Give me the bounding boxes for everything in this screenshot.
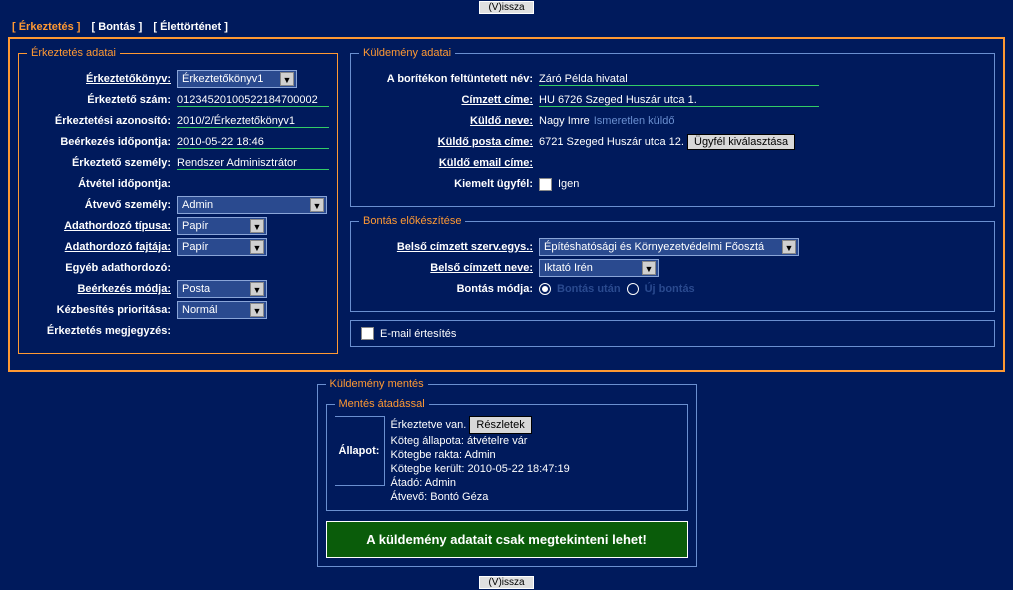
dropdown-icon: ▼ xyxy=(642,261,656,275)
kuldemeny-legend: Küldemény adatai xyxy=(359,47,455,59)
beerk-mod-select[interactable]: Posta▼ xyxy=(177,280,267,298)
szam-label: Érkeztető szám: xyxy=(27,94,177,106)
kuldemeny-fieldset: Küldemény adatai A borítékon feltüntetet… xyxy=(350,47,995,207)
prio-label: Kézbesítés prioritása: xyxy=(27,304,177,316)
beerk-label: Beérkezés időpontja: xyxy=(27,136,177,148)
radio-bontas-utan[interactable] xyxy=(539,283,551,295)
main-panel: Érkeztetés adatai Érkeztetőkönyv: Érkezt… xyxy=(8,37,1005,372)
bontas-fieldset: Bontás előkészítése Belső címzett szerv.… xyxy=(350,215,995,312)
hord-tip-label[interactable]: Adathordozó típusa: xyxy=(27,220,177,232)
megj-label: Érkeztetés megjegyzés: xyxy=(27,325,177,337)
back-button-bottom[interactable]: (V)issza xyxy=(479,576,533,589)
tab-bar: [ Érkeztetés ] [ Bontás ] [ Élettörténet… xyxy=(0,15,1013,35)
hord-faj-label[interactable]: Adathordozó fajtája: xyxy=(27,241,177,253)
igen-text: Igen xyxy=(558,178,579,190)
radio-bontas-utan-label: Bontás után xyxy=(557,283,621,295)
reszletek-button[interactable]: Részletek xyxy=(469,416,531,434)
kiemelt-label: Kiemelt ügyfél: xyxy=(359,178,539,190)
allapot-lines: Érkeztetve van. Részletek Köteg állapota… xyxy=(391,416,679,504)
mentes-atadassal-fieldset: Mentés átadással Állapot: Érkeztetve van… xyxy=(326,398,688,511)
cimzett-value: HU 6726 Szeged Huszár utca 1. xyxy=(539,94,819,107)
egyeb-label: Egyéb adathordozó: xyxy=(27,262,177,274)
prio-select[interactable]: Normál▼ xyxy=(177,301,267,319)
allapot-line: Kötegbe rakta: Admin xyxy=(391,448,679,462)
erkeztetes-fieldset: Érkeztetés adatai Érkeztetőkönyv: Érkezt… xyxy=(18,47,338,354)
azon-label: Érkeztetési azonosító: xyxy=(27,115,177,127)
szemely-value: Rendszer Adminisztrátor xyxy=(177,157,329,170)
tab-bontas[interactable]: [ Bontás ] xyxy=(88,19,147,35)
dropdown-icon: ▼ xyxy=(250,303,264,317)
borit-value: Záró Példa hivatal xyxy=(539,73,819,86)
erkeztetes-legend: Érkeztetés adatai xyxy=(27,47,120,59)
allapot-line: Átadó: Admin xyxy=(391,476,679,490)
szerv-label[interactable]: Belső címzett szerv.egys.: xyxy=(359,241,539,253)
allapot-line: Átvevő: Bontó Géza xyxy=(391,490,679,504)
hord-tip-select[interactable]: Papír▼ xyxy=(177,217,267,235)
mentes-atadassal-legend: Mentés átadással xyxy=(335,398,429,410)
bontas-legend: Bontás előkészítése xyxy=(359,215,465,227)
hord-faj-select[interactable]: Papír▼ xyxy=(177,238,267,256)
dropdown-icon: ▼ xyxy=(250,219,264,233)
szerv-select[interactable]: Építéshatósági és Környezetvédelmi Főosz… xyxy=(539,238,799,256)
kuldo-nev-value: Nagy ImreIsmeretlen küldő xyxy=(539,115,986,127)
ugyfel-button[interactable]: Ügyfél kiválasztása xyxy=(687,134,795,150)
belso-nev-select[interactable]: Iktató Irén▼ xyxy=(539,259,659,277)
borit-label: A borítékon feltüntetett név: xyxy=(359,73,539,85)
allapot-line: Köteg állapota: átvételre vár xyxy=(391,434,679,448)
dropdown-icon: ▼ xyxy=(280,72,294,86)
kuldo-nev-label[interactable]: Küldő neve: xyxy=(359,115,539,127)
email-label: E-mail értesítés xyxy=(380,328,456,340)
dropdown-icon: ▼ xyxy=(250,282,264,296)
azon-value: 2010/2/Érkeztetőkönyv1 xyxy=(177,115,329,128)
tab-elettortenet[interactable]: [ Élettörténet ] xyxy=(149,19,232,35)
back-button[interactable]: (V)issza xyxy=(479,1,533,14)
dropdown-icon: ▼ xyxy=(782,240,796,254)
mentes-fieldset: Küldemény mentés Mentés átadással Állapo… xyxy=(317,378,697,567)
szemely-label: Érkeztető személy: xyxy=(27,157,177,169)
cimzett-label[interactable]: Címzett címe: xyxy=(359,94,539,106)
kiemelt-checkbox[interactable] xyxy=(539,178,552,191)
atvevo-select[interactable]: Admin▼ xyxy=(177,196,327,214)
belso-nev-label[interactable]: Belső címzett neve: xyxy=(359,262,539,274)
email-checkbox[interactable] xyxy=(361,327,374,340)
top-bar: (V)issza xyxy=(0,0,1013,15)
kuldo-email-label[interactable]: Küldő email címe: xyxy=(359,157,539,169)
dropdown-icon: ▼ xyxy=(310,198,324,212)
bontas-mod-label: Bontás módja: xyxy=(359,283,539,295)
readonly-message: A küldemény adatait csak megtekinteni le… xyxy=(326,521,688,558)
beerk-value: 2010-05-22 18:46 xyxy=(177,136,329,149)
konyv-label[interactable]: Érkeztetőkönyv: xyxy=(27,73,177,85)
email-fieldset: E-mail értesítés xyxy=(350,320,995,347)
atvet-ido-label: Átvétel időpontja: xyxy=(27,178,177,190)
kuldo-posta-value: 6721 Szeged Huszár utca 12. Ügyfél kivál… xyxy=(539,134,986,150)
allapot-line: Kötegbe került: 2010-05-22 18:47:19 xyxy=(391,462,679,476)
dropdown-icon: ▼ xyxy=(250,240,264,254)
mentes-legend: Küldemény mentés xyxy=(326,378,428,390)
allapot-label: Állapot: xyxy=(335,416,385,486)
atvevo-label: Átvevő személy: xyxy=(27,199,177,211)
szam-value: 01234520100522184700002 xyxy=(177,94,329,107)
bottom-bar: (V)issza xyxy=(0,575,1013,590)
tab-erkeztetes[interactable]: [ Érkeztetés ] xyxy=(8,19,84,35)
ismeretlen-text: Ismeretlen küldő xyxy=(594,115,675,127)
radio-uj-bontas[interactable] xyxy=(627,283,639,295)
konyv-select[interactable]: Érkeztetőkönyv1▼ xyxy=(177,70,297,88)
beerk-mod-label[interactable]: Beérkezés módja: xyxy=(27,283,177,295)
radio-uj-bontas-label: Új bontás xyxy=(645,283,695,295)
kuldo-posta-label[interactable]: Küldő posta címe: xyxy=(359,136,539,148)
